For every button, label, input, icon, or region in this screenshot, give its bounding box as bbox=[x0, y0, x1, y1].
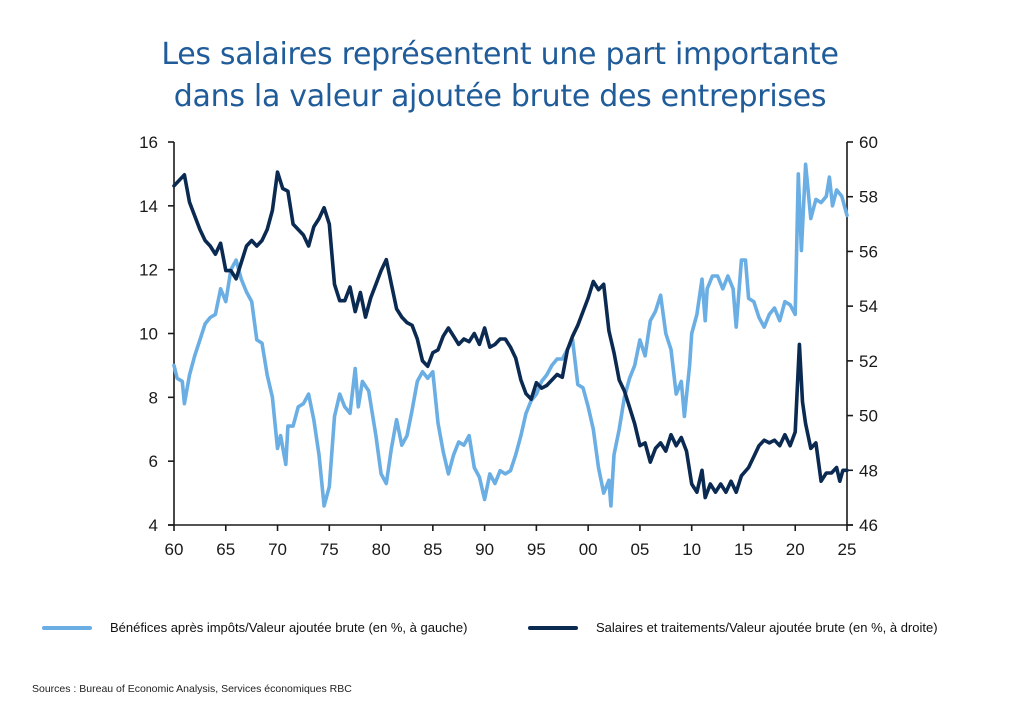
y-left-tick-label: 6 bbox=[149, 452, 158, 471]
x-tick-label: 90 bbox=[475, 540, 494, 559]
x-tick-label: 65 bbox=[216, 540, 235, 559]
chart-title-line-1: Les salaires représentent une part impor… bbox=[161, 37, 839, 72]
x-tick-label: 75 bbox=[320, 540, 339, 559]
y-left-tick-label: 10 bbox=[139, 325, 158, 344]
y-right-tick-label: 48 bbox=[859, 461, 878, 480]
y-right-tick-label: 60 bbox=[859, 133, 878, 152]
y-left-tick-label: 16 bbox=[139, 133, 158, 152]
x-tick-label: 60 bbox=[165, 540, 184, 559]
legend-label-wages: Salaires et traitements/Valeur ajoutée b… bbox=[596, 620, 938, 635]
y-right-tick-label: 56 bbox=[859, 242, 878, 261]
x-tick-label: 85 bbox=[423, 540, 442, 559]
y-left-tick-label: 12 bbox=[139, 261, 158, 280]
series-line-profits bbox=[172, 162, 849, 508]
legend-item-wages: Salaires et traitements/Valeur ajoutée b… bbox=[528, 620, 938, 635]
x-tick-label: 05 bbox=[630, 540, 649, 559]
chart-title: Les salaires représentent une part impor… bbox=[0, 34, 1000, 118]
x-tick-label: 80 bbox=[372, 540, 391, 559]
series-line-wages bbox=[172, 170, 849, 500]
y-right-tick-label: 52 bbox=[859, 352, 878, 371]
legend-item-profits: Bénéfices après impôts/Valeur ajoutée br… bbox=[42, 620, 467, 635]
x-tick-label: 95 bbox=[527, 540, 546, 559]
legend-label-profits: Bénéfices après impôts/Valeur ajoutée br… bbox=[110, 620, 468, 635]
legend-swatch-wages bbox=[528, 625, 578, 630]
source-note: Sources : Bureau of Economic Analysis, S… bbox=[32, 683, 352, 695]
x-tick-label: 00 bbox=[579, 540, 598, 559]
y-left-tick-label: 14 bbox=[139, 197, 158, 216]
y-left-tick-label: 4 bbox=[149, 516, 158, 535]
x-tick-label: 20 bbox=[786, 540, 805, 559]
x-tick-label: 70 bbox=[268, 540, 287, 559]
legend-swatch-profits bbox=[42, 625, 92, 630]
y-right-tick-label: 46 bbox=[859, 516, 878, 535]
x-tick-label: 10 bbox=[682, 540, 701, 559]
chart-title-line-2: dans la valeur ajoutée brute des entrepr… bbox=[173, 79, 827, 114]
x-tick-label: 25 bbox=[838, 540, 857, 559]
y-right-tick-label: 50 bbox=[859, 407, 878, 426]
series-layer bbox=[172, 162, 849, 508]
y-right-tick-label: 54 bbox=[859, 297, 878, 316]
y-right-tick-label: 58 bbox=[859, 188, 878, 207]
y-left-tick-label: 8 bbox=[149, 388, 158, 407]
x-tick-label: 15 bbox=[734, 540, 753, 559]
